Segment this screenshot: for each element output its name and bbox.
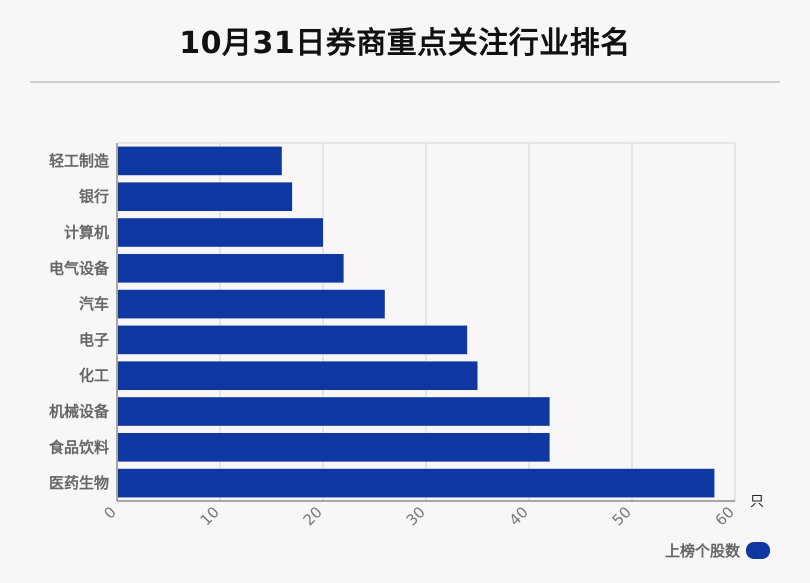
bar-10 bbox=[118, 468, 715, 498]
x-tick-labels: 0 10 20 30 40 50 60 bbox=[100, 503, 737, 529]
legend: 上榜个股数 bbox=[665, 540, 770, 561]
x-tick-label-30: 30 bbox=[403, 503, 429, 529]
category-label-5: 汽车 bbox=[79, 295, 109, 313]
bar-1 bbox=[118, 146, 282, 176]
x-tick-label-50: 50 bbox=[609, 503, 635, 529]
category-label-3: 计算机 bbox=[64, 224, 109, 242]
bar-2 bbox=[118, 182, 293, 212]
x-tick-label-10: 10 bbox=[197, 503, 223, 529]
category-label-1: 轻工制造 bbox=[49, 152, 109, 170]
bar-7 bbox=[118, 361, 478, 391]
legend-swatch bbox=[746, 542, 770, 559]
bars bbox=[118, 146, 715, 498]
x-tick-label-20: 20 bbox=[300, 503, 326, 529]
category-label-9: 食品饮料 bbox=[49, 438, 109, 456]
category-label-8: 机械设备 bbox=[49, 403, 110, 421]
x-tick-label-60: 60 bbox=[712, 503, 738, 529]
category-label-10: 医药生物 bbox=[49, 474, 109, 492]
x-tick-label-0: 0 bbox=[100, 503, 119, 522]
bar-4 bbox=[118, 253, 344, 283]
bar-3 bbox=[118, 218, 323, 247]
x-tick-label-40: 40 bbox=[506, 503, 532, 529]
category-label-6: 电子 bbox=[79, 331, 109, 349]
bar-6 bbox=[118, 325, 468, 355]
category-label-2: 银行 bbox=[79, 188, 109, 206]
bar-9 bbox=[118, 432, 550, 462]
bar-8 bbox=[118, 397, 550, 426]
bar-5 bbox=[118, 289, 385, 319]
chart-title: 10月31日券商重点关注行业排名 bbox=[179, 26, 631, 61]
category-label-4: 电气设备 bbox=[49, 259, 110, 277]
x-unit-label: 只 bbox=[750, 494, 764, 510]
title-divider bbox=[30, 81, 780, 83]
category-label-7: 化工 bbox=[79, 367, 109, 385]
legend-label: 上榜个股数 bbox=[664, 542, 740, 560]
